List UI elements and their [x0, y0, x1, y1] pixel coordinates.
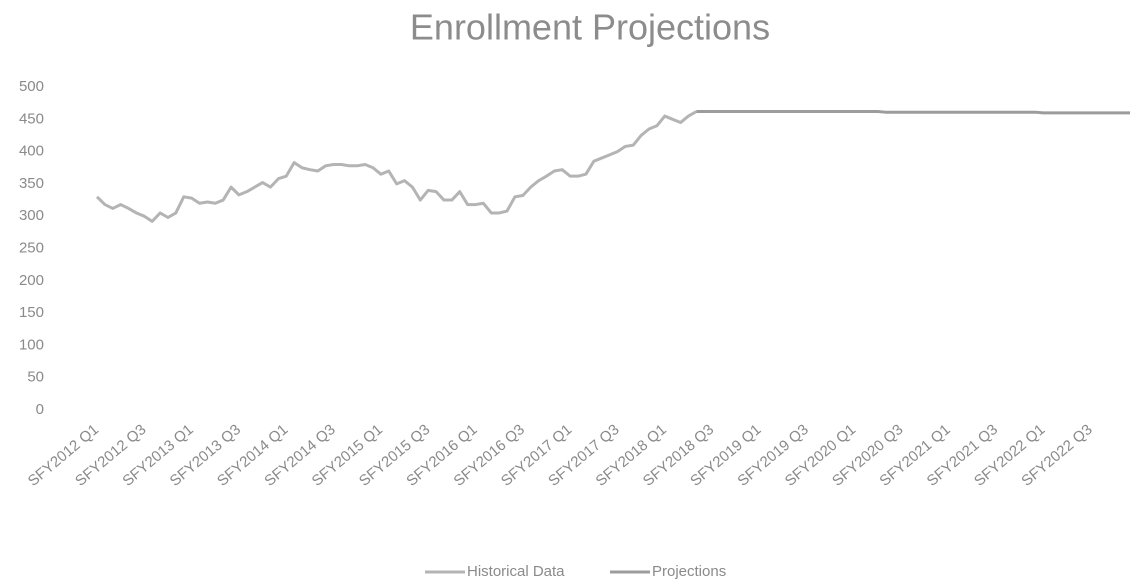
y-tick-label: 250 — [19, 239, 44, 256]
y-tick-label: 450 — [19, 110, 44, 127]
series-line — [95, 110, 698, 223]
y-tick-label: 300 — [19, 207, 44, 224]
legend-label: Projections — [652, 563, 726, 580]
y-tick-label: 100 — [19, 336, 44, 353]
chart-title: Enrollment Projections — [410, 7, 770, 48]
y-tick-label: 200 — [19, 272, 44, 289]
y-tick-label: 0 — [36, 401, 44, 418]
y-tick-label: 150 — [19, 304, 44, 321]
y-tick-label: 350 — [19, 175, 44, 192]
y-tick-label: 50 — [27, 369, 44, 386]
y-tick-label: 500 — [19, 78, 44, 95]
series-line — [696, 110, 1130, 115]
y-tick-label: 400 — [19, 143, 44, 160]
legend-label: Historical Data — [467, 563, 565, 580]
